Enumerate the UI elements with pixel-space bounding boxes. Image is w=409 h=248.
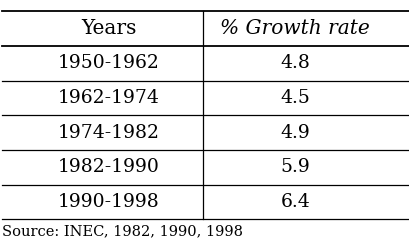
Text: 1974-1982: 1974-1982 [58,124,159,142]
Text: 1962-1974: 1962-1974 [58,89,159,107]
Text: 1982-1990: 1982-1990 [58,158,159,176]
Text: 4.5: 4.5 [280,89,309,107]
Text: 4.9: 4.9 [280,124,309,142]
Text: 1950-1962: 1950-1962 [58,54,159,72]
Text: Years: Years [81,19,136,38]
Text: 6.4: 6.4 [280,193,309,211]
Text: 1990-1998: 1990-1998 [58,193,159,211]
Text: % Growth rate: % Growth rate [220,19,369,38]
Text: 4.8: 4.8 [280,54,309,72]
Text: 5.9: 5.9 [280,158,309,176]
Text: Source: INEC, 1982, 1990, 1998: Source: INEC, 1982, 1990, 1998 [2,224,243,238]
